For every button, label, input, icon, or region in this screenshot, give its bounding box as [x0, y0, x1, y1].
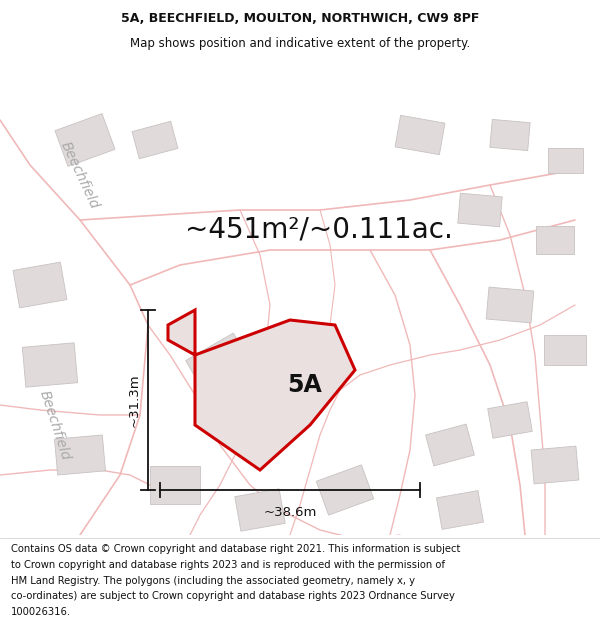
- Text: ~451m²/~0.111ac.: ~451m²/~0.111ac.: [185, 216, 453, 244]
- Bar: [544, 335, 586, 365]
- Text: Map shows position and indicative extent of the property.: Map shows position and indicative extent…: [130, 38, 470, 51]
- Bar: [548, 148, 583, 173]
- Bar: [488, 402, 532, 438]
- Bar: [185, 333, 254, 397]
- Text: ~31.3m: ~31.3m: [128, 373, 140, 427]
- Text: 5A: 5A: [287, 373, 322, 397]
- Bar: [13, 262, 67, 308]
- Bar: [282, 336, 348, 394]
- Bar: [536, 226, 574, 254]
- Text: 5A, BEECHFIELD, MOULTON, NORTHWICH, CW9 8PF: 5A, BEECHFIELD, MOULTON, NORTHWICH, CW9 …: [121, 12, 479, 25]
- Bar: [490, 119, 530, 151]
- Bar: [458, 193, 502, 227]
- Text: Beechfield: Beechfield: [37, 388, 73, 462]
- Text: co-ordinates) are subject to Crown copyright and database rights 2023 Ordnance S: co-ordinates) are subject to Crown copyr…: [11, 591, 455, 601]
- Text: ~38.6m: ~38.6m: [263, 506, 317, 519]
- Bar: [55, 435, 106, 475]
- Bar: [531, 446, 579, 484]
- Bar: [132, 121, 178, 159]
- Bar: [437, 491, 484, 529]
- Bar: [425, 424, 475, 466]
- Text: 100026316.: 100026316.: [11, 607, 71, 617]
- Polygon shape: [168, 310, 355, 470]
- Bar: [395, 116, 445, 154]
- Bar: [316, 465, 374, 515]
- Bar: [55, 114, 115, 166]
- Bar: [235, 489, 285, 531]
- Bar: [22, 342, 77, 388]
- Text: HM Land Registry. The polygons (including the associated geometry, namely x, y: HM Land Registry. The polygons (includin…: [11, 576, 415, 586]
- Text: Beechfield: Beechfield: [58, 139, 102, 211]
- Text: Contains OS data © Crown copyright and database right 2021. This information is : Contains OS data © Crown copyright and d…: [11, 544, 460, 554]
- Bar: [486, 287, 534, 323]
- Text: to Crown copyright and database rights 2023 and is reproduced with the permissio: to Crown copyright and database rights 2…: [11, 560, 445, 570]
- Bar: [150, 466, 200, 504]
